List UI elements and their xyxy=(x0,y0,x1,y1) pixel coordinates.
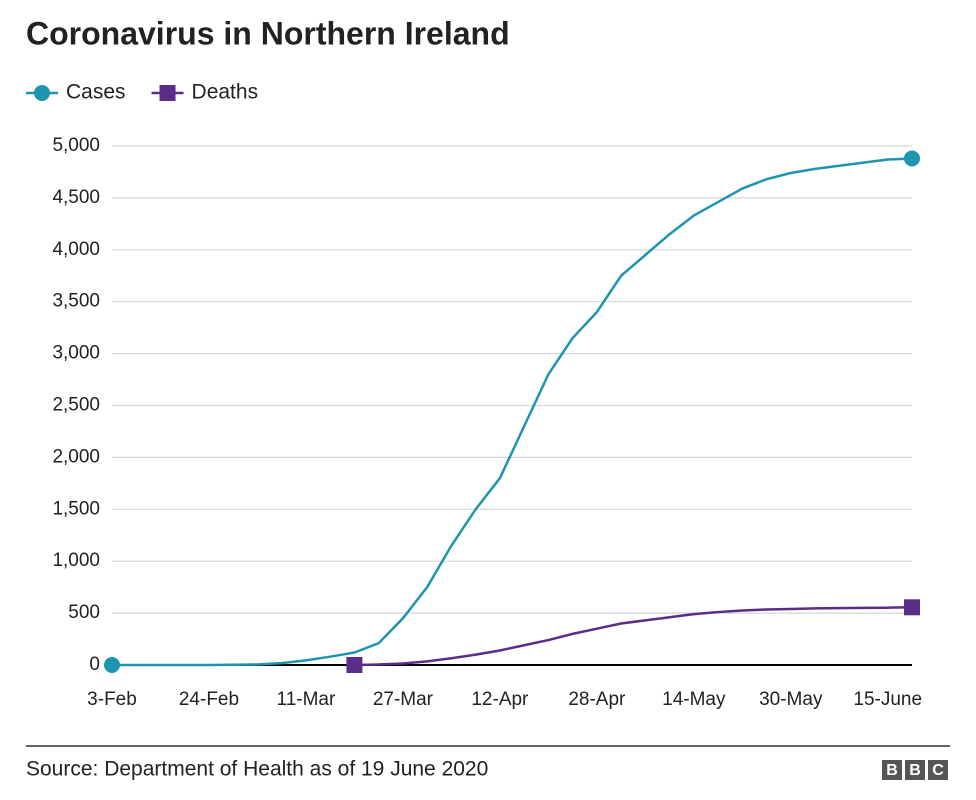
x-tick-label: 24-Feb xyxy=(179,689,239,710)
x-tick-label: 11-Mar xyxy=(277,689,336,710)
logo-box xyxy=(905,760,925,780)
x-tick-label: 30-May xyxy=(759,689,823,710)
end-marker xyxy=(346,657,363,673)
source: Source: Department of Health as of 19 Ju… xyxy=(26,758,488,781)
y-tick-label: 3,000 xyxy=(52,343,100,364)
y-tick-label: 2,500 xyxy=(52,395,100,416)
logo-box xyxy=(882,760,902,780)
end-marker xyxy=(904,150,920,167)
y-tick-label: 4,000 xyxy=(52,239,100,260)
y-tick-label: 1,500 xyxy=(52,498,100,519)
legend-marker xyxy=(34,85,50,101)
legend-label: Deaths xyxy=(192,81,259,104)
logo-letter: B xyxy=(909,762,921,779)
chart-title: Coronavirus in Northern Ireland xyxy=(26,15,510,51)
y-tick-label: 3,500 xyxy=(52,291,100,312)
x-tick-label: 3-Feb xyxy=(87,689,137,710)
x-tick-label: 12-Apr xyxy=(471,689,529,710)
y-tick-label: 5,000 xyxy=(52,135,100,156)
x-tick-label: 15-June xyxy=(853,689,922,710)
line xyxy=(112,157,913,667)
legend-marker xyxy=(159,85,176,101)
x-tick-label: 28-Apr xyxy=(568,689,626,710)
end-marker xyxy=(904,599,920,616)
x-tick-label: 14-May xyxy=(662,689,726,710)
x-tick-label: 27-Mar xyxy=(373,689,434,710)
y-tick-label: 2,000 xyxy=(52,446,100,467)
logo-letter: B xyxy=(886,762,898,779)
logo-letter: C xyxy=(932,762,944,779)
logo-box xyxy=(928,760,948,780)
y-tick-label: 4,500 xyxy=(52,187,100,208)
legend-label: Cases xyxy=(66,81,126,104)
y-tick-label: 500 xyxy=(68,602,100,623)
line xyxy=(354,606,913,667)
end-marker xyxy=(104,657,120,673)
y-tick-label: 0 xyxy=(89,654,100,675)
y-tick-label: 1,000 xyxy=(52,550,100,571)
